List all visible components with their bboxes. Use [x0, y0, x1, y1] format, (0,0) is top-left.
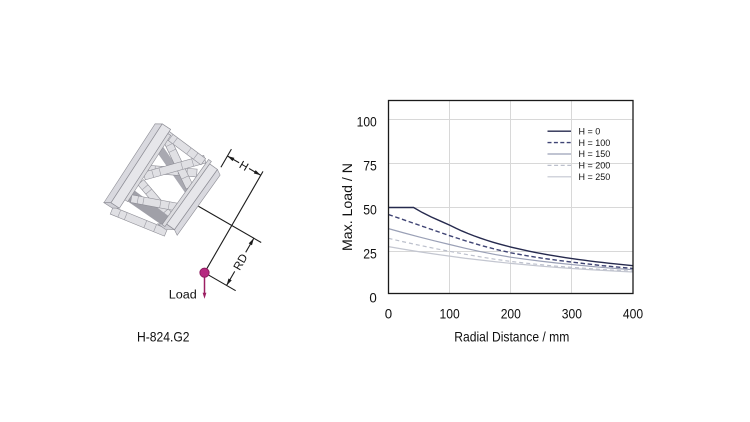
svg-text:300: 300 [562, 306, 582, 322]
svg-text:100: 100 [357, 113, 377, 129]
svg-text:50: 50 [363, 202, 377, 218]
svg-text:H = 0: H = 0 [579, 126, 601, 136]
svg-text:200: 200 [501, 306, 521, 322]
svg-text:H = 100: H = 100 [579, 138, 611, 148]
svg-text:H = 150: H = 150 [579, 149, 611, 159]
svg-text:75: 75 [363, 158, 377, 174]
svg-text:0: 0 [369, 290, 377, 306]
svg-text:400: 400 [623, 306, 643, 322]
svg-text:Load: Load [169, 290, 197, 302]
svg-text:H-824.G2: H-824.G2 [137, 329, 190, 345]
svg-text:25: 25 [363, 246, 377, 262]
svg-text:H = 250: H = 250 [579, 172, 611, 182]
svg-text:100: 100 [440, 306, 460, 322]
svg-text:Radial Distance / mm: Radial Distance / mm [454, 329, 569, 345]
svg-text:0: 0 [385, 306, 393, 322]
svg-text:Max. Load / N: Max. Load / N [339, 163, 355, 251]
svg-text:H = 200: H = 200 [579, 161, 611, 171]
